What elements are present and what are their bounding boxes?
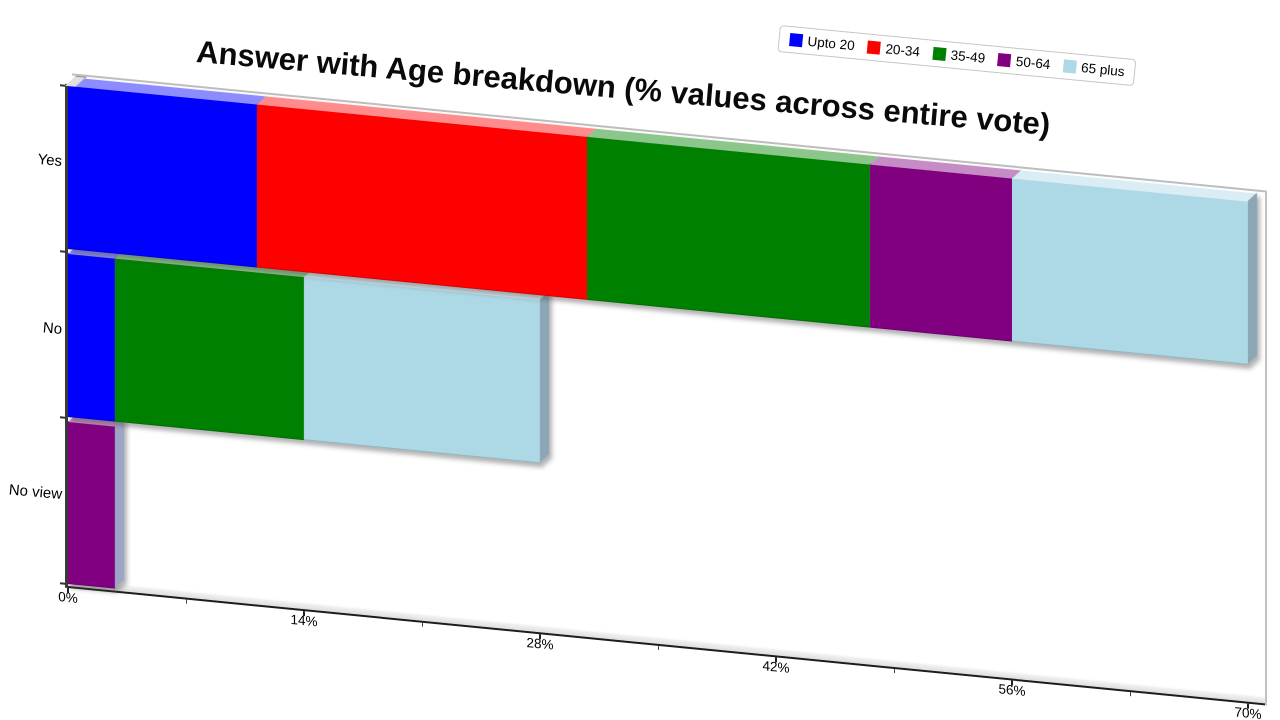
legend-item-50-64[interactable]: 50-64	[997, 52, 1051, 72]
legend-swatch-icon	[789, 33, 804, 48]
x-tick-label: 14%	[290, 611, 318, 630]
x-tick-label: 70%	[1234, 704, 1262, 720]
bar-yes[interactable]	[68, 76, 1258, 365]
bar-side-face	[539, 291, 549, 463]
x-tick-label: 28%	[526, 634, 554, 653]
y-axis-line	[65, 83, 68, 588]
bar-side-face	[115, 417, 125, 588]
y-axis-tick	[60, 416, 65, 419]
legend-label: Upto 20	[806, 33, 856, 54]
legend-swatch-icon	[997, 53, 1012, 68]
y-axis-tick	[60, 250, 65, 253]
bar-segment-no-upto-20[interactable]	[68, 253, 116, 422]
x-axis-minor-tick	[185, 599, 187, 604]
bar-no-view[interactable]	[68, 412, 126, 589]
legend-swatch-icon	[932, 46, 947, 61]
legend-item-35-49[interactable]: 35-49	[932, 46, 986, 66]
bar-segment-yes-upto-20[interactable]	[68, 85, 257, 268]
bar-segment-yes-50-64[interactable]	[870, 163, 1012, 342]
x-tick-label: 42%	[762, 658, 790, 676]
category-label-no: No	[42, 319, 63, 338]
legend-item-65-plus[interactable]: 65 plus	[1062, 58, 1126, 80]
legend-swatch-icon	[866, 40, 882, 55]
bar-side-face	[1247, 192, 1257, 364]
bar-segment-yes-20-34[interactable]	[256, 103, 588, 300]
bar-segment-yes-35-49[interactable]	[587, 135, 871, 328]
category-label-no-view: No view	[8, 481, 63, 503]
legend: Upto 20 20-34 35-49 50-64 65 plus	[777, 25, 1137, 87]
plot-right-wall	[1265, 190, 1267, 706]
x-tick-label: 56%	[998, 681, 1026, 699]
bar-segment-no-view-50-64[interactable]	[68, 421, 116, 589]
x-axis-minor-tick	[893, 668, 895, 674]
bar-segment-yes-65-plus[interactable]	[1011, 177, 1248, 365]
legend-item-20-34[interactable]: 20-34	[866, 40, 921, 60]
legend-swatch-icon	[1062, 59, 1077, 74]
x-axis-floor	[68, 579, 1265, 706]
x-axis-minor-tick	[1129, 692, 1131, 697]
plot-area: 0% 14% 28% 42% 56% 70%	[58, 73, 1267, 720]
x-axis-minor-tick	[421, 622, 423, 627]
x-axis-minor-tick	[657, 645, 659, 650]
legend-label: 50-64	[1015, 53, 1052, 73]
bar-no[interactable]	[68, 244, 550, 464]
category-label-yes: Yes	[36, 150, 63, 170]
x-tick-label: 0%	[58, 589, 78, 606]
legend-item-upto-20[interactable]: Upto 20	[789, 32, 855, 53]
y-axis-tick	[60, 582, 65, 585]
legend-label: 20-34	[884, 41, 921, 60]
bar-segment-no-65-plus[interactable]	[303, 276, 540, 464]
legend-label: 35-49	[950, 47, 986, 66]
bar-segment-no-35-49[interactable]	[115, 257, 304, 441]
legend-label: 65 plus	[1080, 60, 1126, 80]
